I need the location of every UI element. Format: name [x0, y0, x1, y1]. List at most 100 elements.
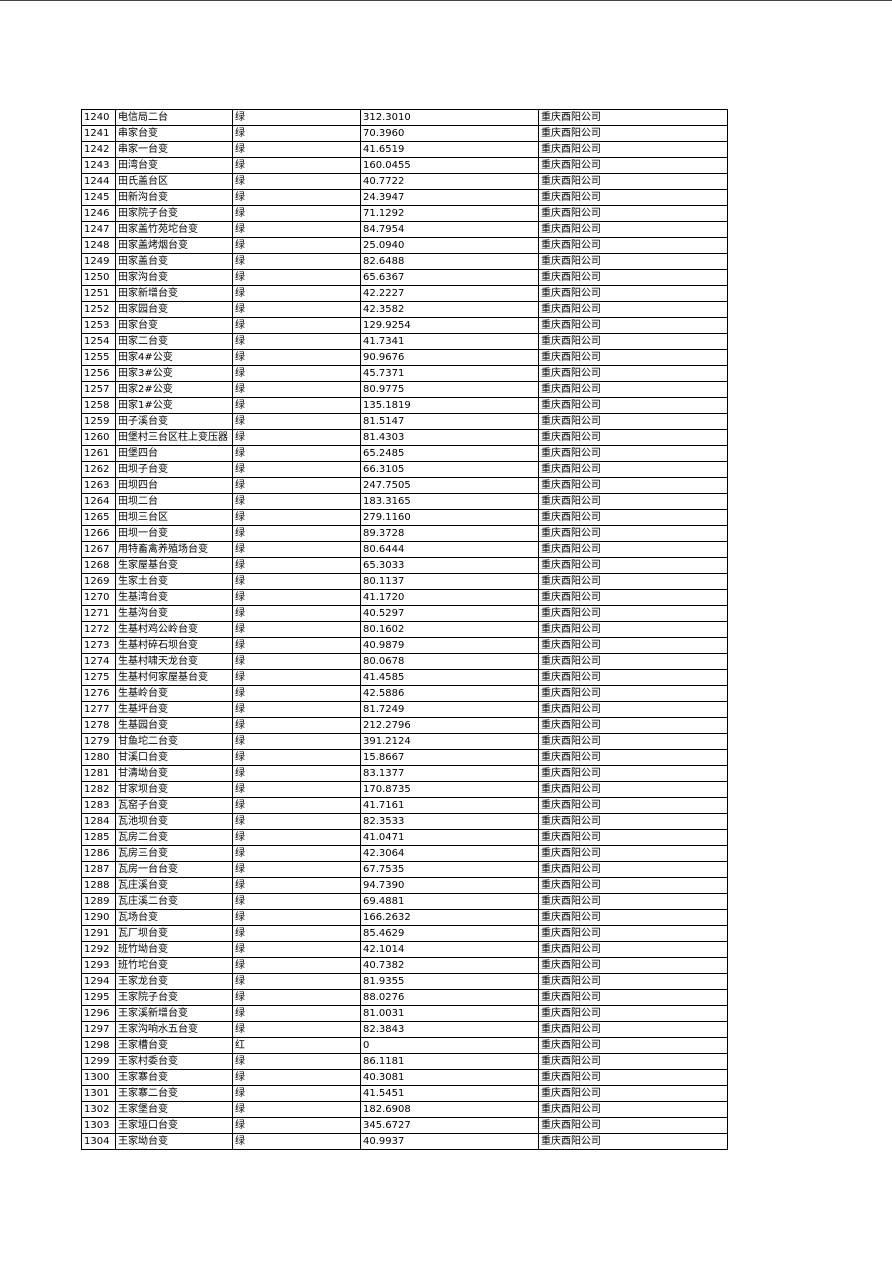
company-cell: 重庆酉阳公司	[538, 909, 728, 926]
value-cell: 312.3010	[360, 109, 539, 126]
company-cell: 重庆酉阳公司	[538, 317, 728, 334]
value-cell: 82.3843	[360, 1021, 539, 1038]
table-row: 1302 王家堡台变绿 182.6908 重庆酉阳公司	[81, 1101, 728, 1118]
transformer-name-cell: 瓦庄溪台变	[115, 877, 233, 894]
value-cell: 81.5147	[360, 413, 539, 430]
transformer-name-cell: 甘溪口台变	[115, 749, 233, 766]
transformer-name-cell: 瓦场台变	[115, 909, 233, 926]
value-cell: 80.6444	[360, 541, 539, 558]
table-row: 1297 王家沟响水五台变绿 82.3843 重庆酉阳公司	[81, 1021, 728, 1038]
transformer-name-cell: 串家台变	[115, 125, 233, 142]
value-cell: 80.0678	[360, 653, 539, 670]
status-cell: 绿	[232, 765, 361, 782]
company-cell: 重庆酉阳公司	[538, 797, 728, 814]
value-cell: 85.4629	[360, 925, 539, 942]
company-cell: 重庆酉阳公司	[538, 1069, 728, 1086]
status-cell: 绿	[232, 877, 361, 894]
table-body: 1240 电信局二台绿 312.3010 重庆酉阳公司 1241 串家台变绿 70.3960…	[81, 109, 728, 1150]
transformer-name-cell: 甘鱼坨二台变	[115, 733, 233, 750]
transformer-name-cell: 瓦庄溪二台变	[115, 893, 233, 910]
company-cell: 重庆酉阳公司	[538, 893, 728, 910]
table-row: 1290 瓦场台变绿 166.2632 重庆酉阳公司	[81, 909, 728, 926]
table-row: 1253 田家台变绿 129.9254 重庆酉阳公司	[81, 317, 728, 334]
transformer-name-cell: 生基村鸡公岭台变	[115, 621, 233, 638]
status-cell: 绿	[232, 365, 361, 382]
row-number-cell: 1282	[81, 781, 116, 798]
table-row: 1303 王家垭口台变绿 345.6727 重庆酉阳公司	[81, 1117, 728, 1134]
table-row: 1257 田家2#公变绿 80.9775 重庆酉阳公司	[81, 381, 728, 398]
table-row: 1248 田家盖烤烟台变绿 25.0940 重庆酉阳公司	[81, 237, 728, 254]
transformer-name-cell: 田家盖烤烟台变	[115, 237, 233, 254]
table-row: 1292 班竹坳台变绿 42.1014 重庆酉阳公司	[81, 941, 728, 958]
status-cell: 绿	[232, 717, 361, 734]
row-number-cell: 1300	[81, 1069, 116, 1086]
table-row: 1264 田坝二台绿 183.3165 重庆酉阳公司	[81, 493, 728, 510]
status-cell: 绿	[232, 477, 361, 494]
value-cell: 80.1137	[360, 573, 539, 590]
company-cell: 重庆酉阳公司	[538, 157, 728, 174]
table-row: 1263 田坝四台绿 247.7505 重庆酉阳公司	[81, 477, 728, 494]
value-cell: 41.0471	[360, 829, 539, 846]
row-number-cell: 1283	[81, 797, 116, 814]
company-cell: 重庆酉阳公司	[538, 237, 728, 254]
transformer-name-cell: 瓦窑子台变	[115, 797, 233, 814]
transformer-name-cell: 王家院子台变	[115, 989, 233, 1006]
transformer-name-cell: 生基坪台变	[115, 701, 233, 718]
transformer-table: 1240 电信局二台绿 312.3010 重庆酉阳公司 1241 串家台变绿 70.3960…	[81, 109, 728, 1150]
company-cell: 重庆酉阳公司	[538, 221, 728, 238]
table-row: 1284 瓦池坝台变绿 82.3533 重庆酉阳公司	[81, 813, 728, 830]
status-cell: 绿	[232, 781, 361, 798]
row-number-cell: 1284	[81, 813, 116, 830]
table-row: 1293 班竹坨台变绿 40.7382 重庆酉阳公司	[81, 957, 728, 974]
status-cell: 绿	[232, 173, 361, 190]
transformer-name-cell: 甘清坳台变	[115, 765, 233, 782]
status-cell: 绿	[232, 1069, 361, 1086]
company-cell: 重庆酉阳公司	[538, 429, 728, 446]
value-cell: 170.8735	[360, 781, 539, 798]
company-cell: 重庆酉阳公司	[538, 733, 728, 750]
company-cell: 重庆酉阳公司	[538, 765, 728, 782]
row-number-cell: 1302	[81, 1101, 116, 1118]
value-cell: 83.1377	[360, 765, 539, 782]
transformer-name-cell: 田家台变	[115, 317, 233, 334]
company-cell: 重庆酉阳公司	[538, 653, 728, 670]
table-row: 1301 王家寨二台变绿 41.5451 重庆酉阳公司	[81, 1085, 728, 1102]
value-cell: 65.3033	[360, 557, 539, 574]
transformer-name-cell: 田家2#公变	[115, 381, 233, 398]
status-cell: 绿	[232, 1021, 361, 1038]
status-cell: 绿	[232, 1117, 361, 1134]
table-row: 1243 田湾台变绿 160.0455 重庆酉阳公司	[81, 157, 728, 174]
row-number-cell: 1255	[81, 349, 116, 366]
company-cell: 重庆酉阳公司	[538, 365, 728, 382]
company-cell: 重庆酉阳公司	[538, 845, 728, 862]
table-row: 1270 生基湾台变绿 41.1720 重庆酉阳公司	[81, 589, 728, 606]
row-number-cell: 1265	[81, 509, 116, 526]
table-row: 1242 串家一台变绿 41.6519 重庆酉阳公司	[81, 141, 728, 158]
transformer-name-cell: 田坝四台	[115, 477, 233, 494]
company-cell: 重庆酉阳公司	[538, 637, 728, 654]
status-cell: 绿	[232, 285, 361, 302]
value-cell: 212.2796	[360, 717, 539, 734]
transformer-name-cell: 田湾台变	[115, 157, 233, 174]
transformer-name-cell: 田堡四台	[115, 445, 233, 462]
company-cell: 重庆酉阳公司	[538, 333, 728, 350]
value-cell: 391.2124	[360, 733, 539, 750]
status-cell: 绿	[232, 557, 361, 574]
table-row: 1294 王家龙台变绿 81.9355 重庆酉阳公司	[81, 973, 728, 990]
transformer-name-cell: 王家槽台变	[115, 1037, 233, 1054]
transformer-name-cell: 王家堡台变	[115, 1101, 233, 1118]
row-number-cell: 1290	[81, 909, 116, 926]
row-number-cell: 1260	[81, 429, 116, 446]
value-cell: 15.8667	[360, 749, 539, 766]
value-cell: 69.4881	[360, 893, 539, 910]
value-cell: 65.2485	[360, 445, 539, 462]
row-number-cell: 1273	[81, 637, 116, 654]
transformer-name-cell: 田坝二台	[115, 493, 233, 510]
transformer-name-cell: 王家垭口台变	[115, 1117, 233, 1134]
row-number-cell: 1298	[81, 1037, 116, 1054]
table-row: 1279 甘鱼坨二台变绿 391.2124 重庆酉阳公司	[81, 733, 728, 750]
table-row: 1296 王家溪新增台变绿 81.0031 重庆酉阳公司	[81, 1005, 728, 1022]
table-row: 1282 甘家坝台变绿 170.8735 重庆酉阳公司	[81, 781, 728, 798]
value-cell: 0	[360, 1037, 539, 1054]
status-cell: 红	[232, 1037, 361, 1054]
